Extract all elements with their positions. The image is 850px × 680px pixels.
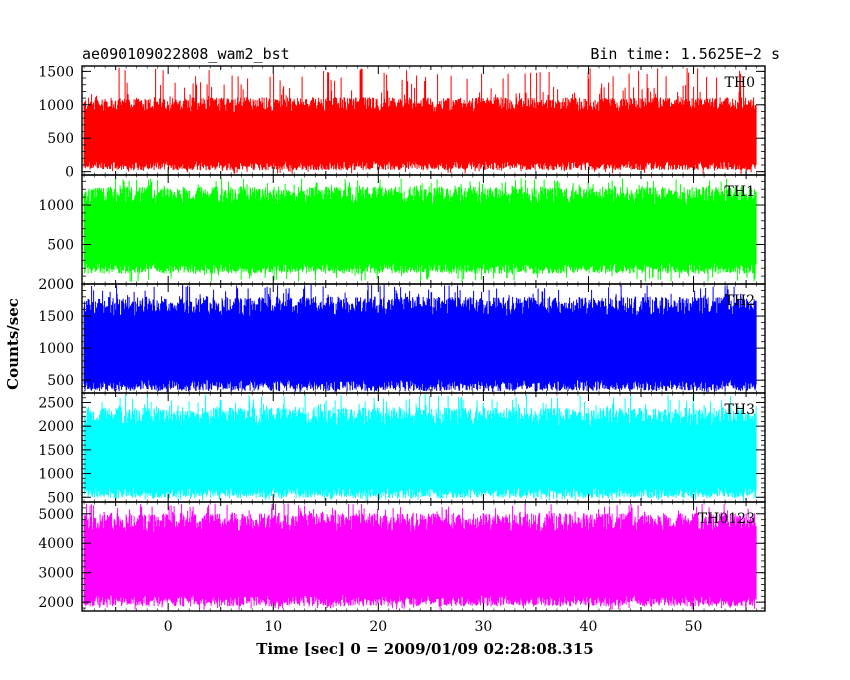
y-tick-label: 500 xyxy=(47,373,74,389)
panel-th0123: 2000 3000 4000 5000 TH0123 xyxy=(38,501,766,612)
series-th3 xyxy=(83,394,757,501)
panel-label: TH1 xyxy=(725,184,755,200)
y-tick-label: 2000 xyxy=(38,419,74,435)
series-th1 xyxy=(83,178,757,283)
y-tick-label: 1500 xyxy=(38,64,74,80)
panel-th0: 0 500 1000 1500 TH0 xyxy=(38,64,766,181)
panel-th2: 500 1000 1500 2000 TH2 xyxy=(38,277,766,394)
panel-label: TH0123 xyxy=(698,511,755,527)
x-axis-label: Time [sec] 0 = 2009/01/09 02:28:08.315 xyxy=(256,640,593,658)
y-tick-label: 2000 xyxy=(38,277,74,293)
panel-label: TH3 xyxy=(725,402,755,418)
y-tick-label: 0 xyxy=(65,277,74,293)
y-tick-label: 4000 xyxy=(38,536,74,552)
y-tick-label: 1500 xyxy=(38,443,74,459)
y-tick-label: 500 xyxy=(47,131,74,147)
y-tick-label: 2500 xyxy=(38,395,74,411)
x-tick-label: 50 xyxy=(685,619,703,635)
chart-title: ae090109022808_wam2_bst xyxy=(82,45,290,63)
y-axis-label: Counts/sec xyxy=(4,298,22,390)
x-tick-label: 30 xyxy=(474,619,492,635)
y-tick-label: 1000 xyxy=(38,341,74,357)
y-tick-label: 5000 xyxy=(38,507,74,523)
y-tick-label: 3000 xyxy=(38,566,74,582)
y-tick-label: 500 xyxy=(47,238,74,254)
x-tick-label: 20 xyxy=(369,619,387,635)
panel-frame xyxy=(81,501,766,612)
x-tick-label: 40 xyxy=(580,619,598,635)
y-tick-label: 1500 xyxy=(38,309,74,325)
y-tick-label: 1000 xyxy=(38,198,74,214)
panel-th3: 500 1000 1500 2000 2500 TH3 xyxy=(38,392,766,506)
bin-time-label: Bin time: 1.5625E−2 s xyxy=(590,45,780,63)
panel-label: TH2 xyxy=(725,293,755,309)
panel-label: TH0 xyxy=(725,75,755,91)
y-tick-label: 0 xyxy=(65,165,74,181)
y-tick-label: 1000 xyxy=(38,467,74,483)
panels: 050010001500TH005001000TH150010001500200… xyxy=(38,64,766,635)
series-th0 xyxy=(83,67,757,174)
y-tick-label: 2000 xyxy=(38,595,74,611)
y-tick-label: 1000 xyxy=(38,98,74,114)
series-th0123 xyxy=(83,503,757,610)
x-tick-label: 0 xyxy=(164,619,173,635)
y-tick-label: 500 xyxy=(47,490,74,506)
x-tick-label: 10 xyxy=(264,619,282,635)
panel-th1: 0 500 1000 TH1 xyxy=(38,174,766,293)
series-th2 xyxy=(83,284,757,393)
